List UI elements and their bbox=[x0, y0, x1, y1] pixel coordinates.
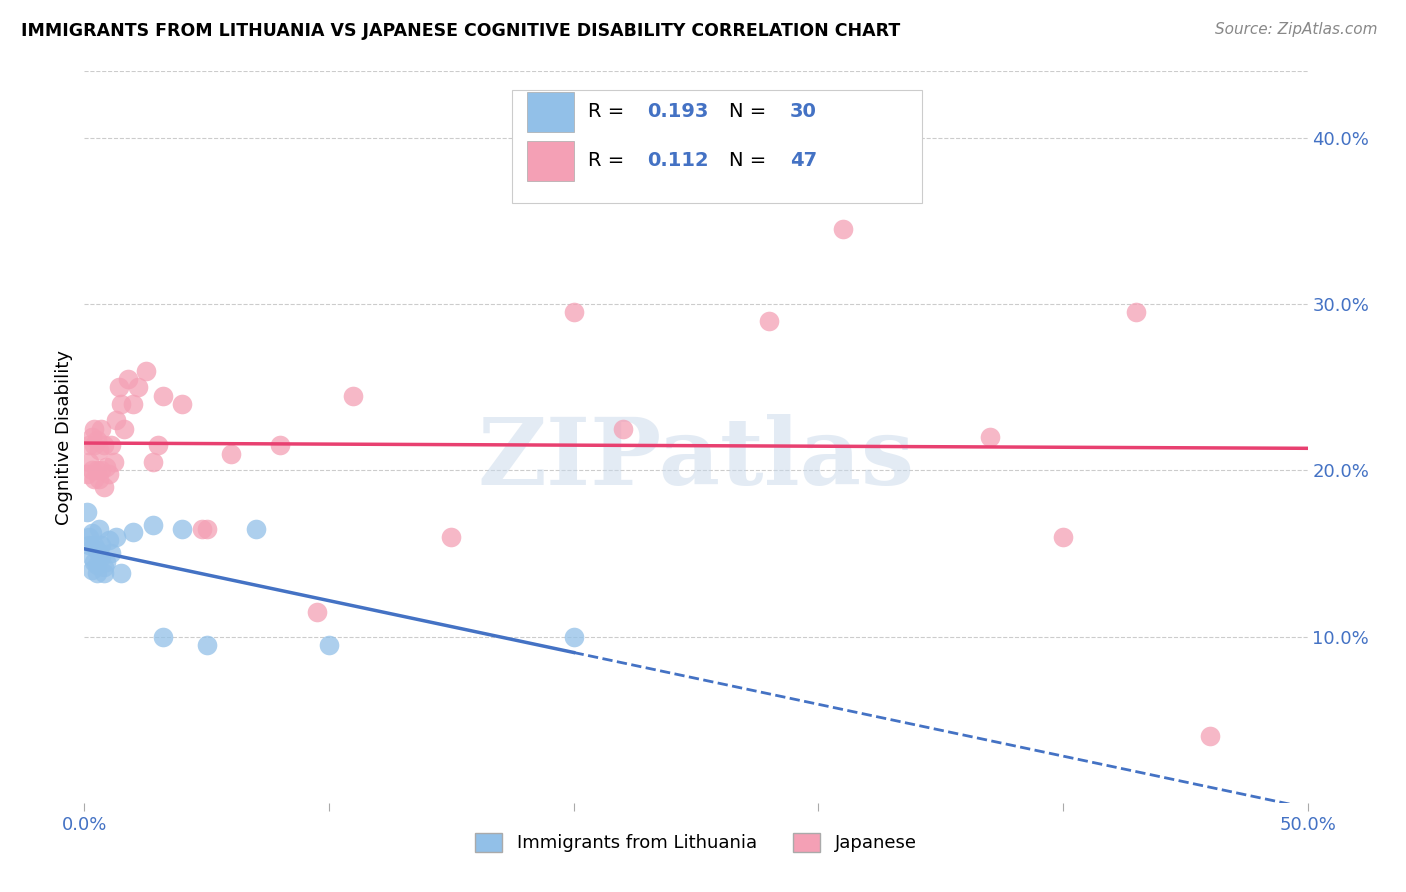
Point bbox=[172, 521, 194, 535]
Point bbox=[96, 555, 118, 569]
Point bbox=[77, 530, 100, 544]
Point bbox=[831, 222, 853, 236]
Point bbox=[122, 524, 145, 539]
Point bbox=[93, 438, 115, 452]
Point bbox=[146, 438, 169, 452]
Point bbox=[562, 305, 585, 319]
Point bbox=[100, 438, 122, 452]
Point bbox=[76, 505, 98, 519]
Point bbox=[152, 630, 174, 644]
Point bbox=[107, 380, 129, 394]
FancyBboxPatch shape bbox=[527, 92, 574, 132]
Point bbox=[127, 380, 149, 394]
Point bbox=[80, 549, 103, 564]
Point bbox=[80, 526, 103, 541]
Text: ZIPatlas: ZIPatlas bbox=[478, 414, 914, 504]
Point bbox=[86, 463, 108, 477]
Point bbox=[1125, 305, 1147, 319]
Point bbox=[305, 605, 328, 619]
Point bbox=[245, 521, 267, 535]
Point bbox=[103, 455, 125, 469]
Point bbox=[77, 455, 100, 469]
Point bbox=[110, 397, 132, 411]
Point bbox=[97, 467, 120, 481]
Point bbox=[172, 397, 194, 411]
Point bbox=[112, 422, 135, 436]
Point bbox=[83, 538, 105, 552]
Point bbox=[77, 538, 100, 552]
Text: 0.193: 0.193 bbox=[647, 103, 709, 121]
Point bbox=[612, 422, 634, 436]
Point bbox=[80, 563, 103, 577]
Point bbox=[105, 413, 128, 427]
Point bbox=[93, 566, 115, 581]
Point bbox=[87, 472, 110, 486]
Point bbox=[342, 388, 364, 402]
Point bbox=[80, 430, 103, 444]
Point bbox=[90, 538, 112, 552]
FancyBboxPatch shape bbox=[527, 141, 574, 181]
Point bbox=[269, 438, 291, 452]
Point bbox=[142, 455, 165, 469]
Point bbox=[83, 438, 105, 452]
Point bbox=[80, 463, 103, 477]
Point bbox=[1198, 729, 1220, 743]
Point bbox=[83, 472, 105, 486]
Point bbox=[76, 467, 98, 481]
Point bbox=[979, 430, 1001, 444]
Text: 47: 47 bbox=[790, 152, 817, 170]
Text: Source: ZipAtlas.com: Source: ZipAtlas.com bbox=[1215, 22, 1378, 37]
Text: 0.112: 0.112 bbox=[647, 152, 709, 170]
Point bbox=[90, 549, 112, 564]
Legend: Immigrants from Lithuania, Japanese: Immigrants from Lithuania, Japanese bbox=[468, 826, 924, 860]
Point bbox=[96, 460, 118, 475]
Text: R =: R = bbox=[588, 152, 637, 170]
Text: 30: 30 bbox=[790, 103, 817, 121]
Point bbox=[93, 559, 115, 574]
Text: IMMIGRANTS FROM LITHUANIA VS JAPANESE COGNITIVE DISABILITY CORRELATION CHART: IMMIGRANTS FROM LITHUANIA VS JAPANESE CO… bbox=[21, 22, 900, 40]
Y-axis label: Cognitive Disability: Cognitive Disability bbox=[55, 350, 73, 524]
Point bbox=[195, 638, 218, 652]
Point bbox=[135, 363, 157, 377]
Point bbox=[117, 372, 139, 386]
Point bbox=[100, 546, 122, 560]
Point bbox=[191, 521, 214, 535]
Text: N =: N = bbox=[728, 103, 772, 121]
Point bbox=[86, 566, 108, 581]
Point bbox=[83, 555, 105, 569]
Point bbox=[105, 530, 128, 544]
Point bbox=[86, 558, 108, 573]
Point bbox=[87, 443, 110, 458]
Point bbox=[87, 521, 110, 535]
Point bbox=[90, 463, 112, 477]
Text: R =: R = bbox=[588, 103, 631, 121]
Point bbox=[758, 314, 780, 328]
Point bbox=[440, 530, 463, 544]
Point bbox=[318, 638, 340, 652]
Point bbox=[110, 566, 132, 581]
Point bbox=[90, 422, 112, 436]
Point bbox=[219, 447, 242, 461]
Point bbox=[195, 521, 218, 535]
Text: N =: N = bbox=[728, 152, 772, 170]
FancyBboxPatch shape bbox=[513, 90, 922, 203]
Point bbox=[562, 630, 585, 644]
Point bbox=[142, 518, 165, 533]
Point bbox=[122, 397, 145, 411]
Point bbox=[93, 480, 115, 494]
Point bbox=[83, 422, 105, 436]
Point bbox=[97, 533, 120, 548]
Point bbox=[77, 438, 100, 452]
Point bbox=[152, 388, 174, 402]
Point bbox=[86, 434, 108, 448]
Point bbox=[86, 543, 108, 558]
Point bbox=[87, 546, 110, 560]
Point bbox=[1052, 530, 1074, 544]
